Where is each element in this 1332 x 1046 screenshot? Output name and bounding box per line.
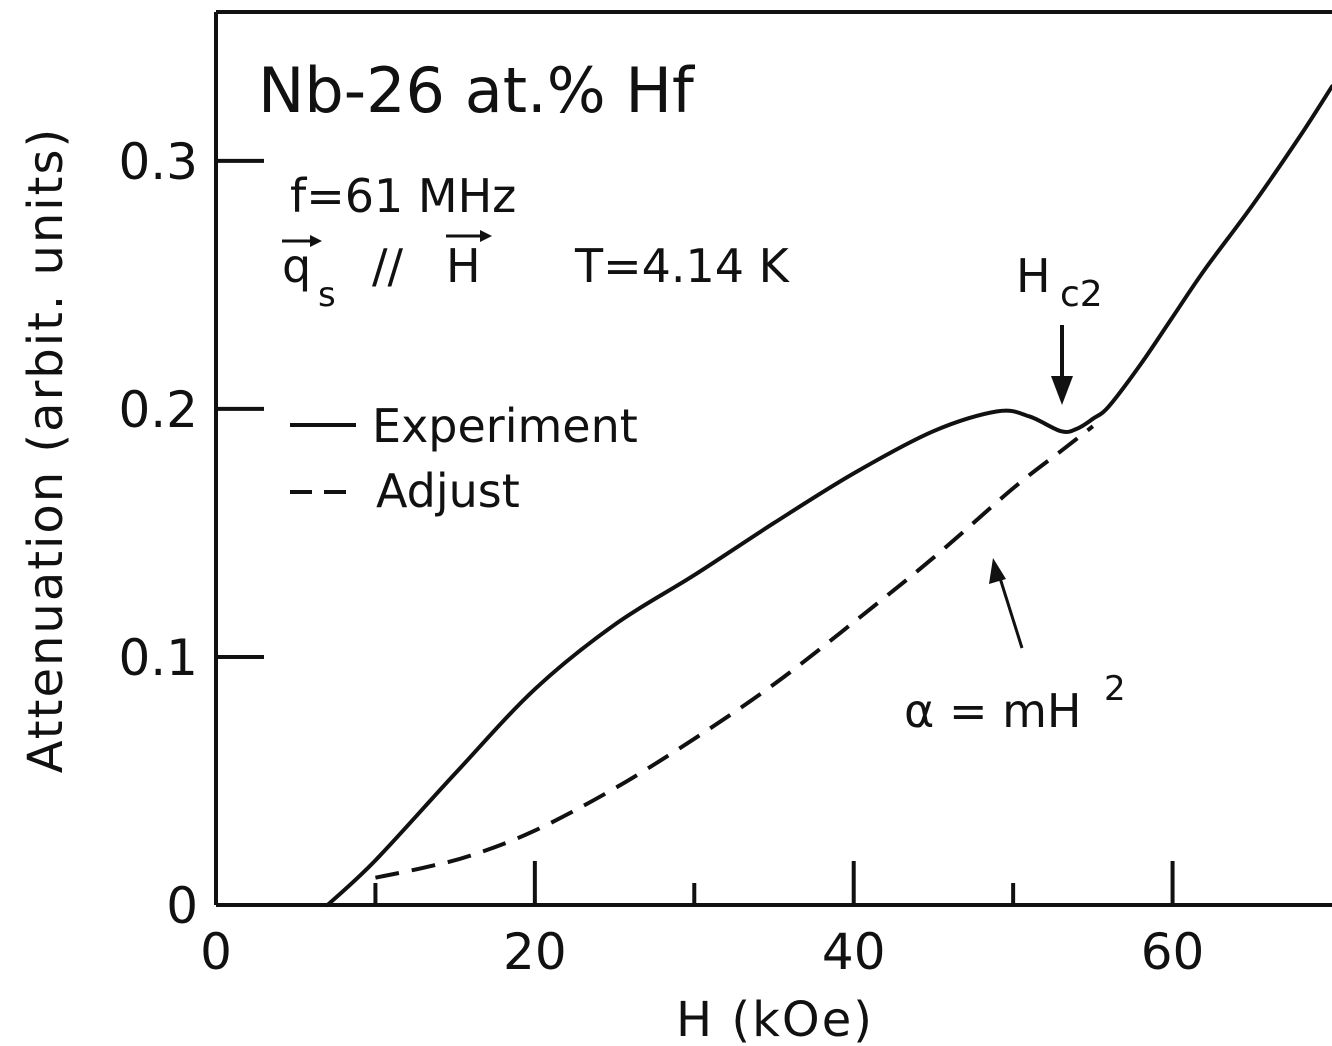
- hc2-label: H: [1016, 249, 1051, 303]
- alpha-arrow-shaft: [998, 577, 1024, 649]
- alpha-superscript: 2: [1104, 669, 1126, 709]
- legend: Experiment Adjust: [290, 399, 638, 518]
- x-tick-label: 20: [503, 923, 567, 981]
- alpha-annotation: α = mH 2: [904, 558, 1126, 738]
- y-tick-label: 0.2: [118, 381, 198, 439]
- q-arrow-head: [310, 235, 322, 247]
- series-line-adjust: [375, 424, 1095, 880]
- y-axis-title: Attenuation (arbit. units): [18, 127, 74, 773]
- x-axis-title: H (kOe): [676, 992, 874, 1046]
- h-arrow-head: [480, 230, 492, 242]
- legend-experiment-label: Experiment: [372, 399, 638, 453]
- series-layer: [325, 84, 1332, 907]
- q-subscript: s: [318, 275, 336, 315]
- parallel-symbol: //: [372, 239, 403, 293]
- frequency-label: f=61 MHz: [290, 169, 516, 223]
- q-symbol: q: [282, 239, 311, 293]
- ticks: 0 20 40 60 0 0.1 0.2 0.3: [118, 133, 1204, 981]
- y-tick-label: 0.1: [118, 629, 198, 687]
- wave-vector-label: q s // H: [282, 230, 492, 315]
- x-tick-label: 0: [200, 923, 232, 981]
- x-tick-label: 40: [822, 923, 886, 981]
- alpha-label: α = mH: [904, 684, 1082, 738]
- temperature-label: T=4.14 K: [574, 239, 791, 293]
- hc2-subscript: c2: [1060, 274, 1103, 315]
- alpha-arrow-head: [989, 558, 1006, 584]
- x-tick-label: 60: [1141, 923, 1205, 981]
- hc2-annotation: H c2: [1016, 249, 1103, 405]
- series-line-experiment: [325, 84, 1332, 907]
- legend-adjust-label: Adjust: [376, 464, 520, 518]
- y-tick-label: 0.3: [118, 133, 198, 191]
- chart-title: Nb-26 at.% Hf: [258, 54, 696, 127]
- y-tick-label: 0: [166, 877, 198, 935]
- hc2-arrow-head: [1051, 376, 1073, 405]
- h-symbol: H: [446, 239, 481, 293]
